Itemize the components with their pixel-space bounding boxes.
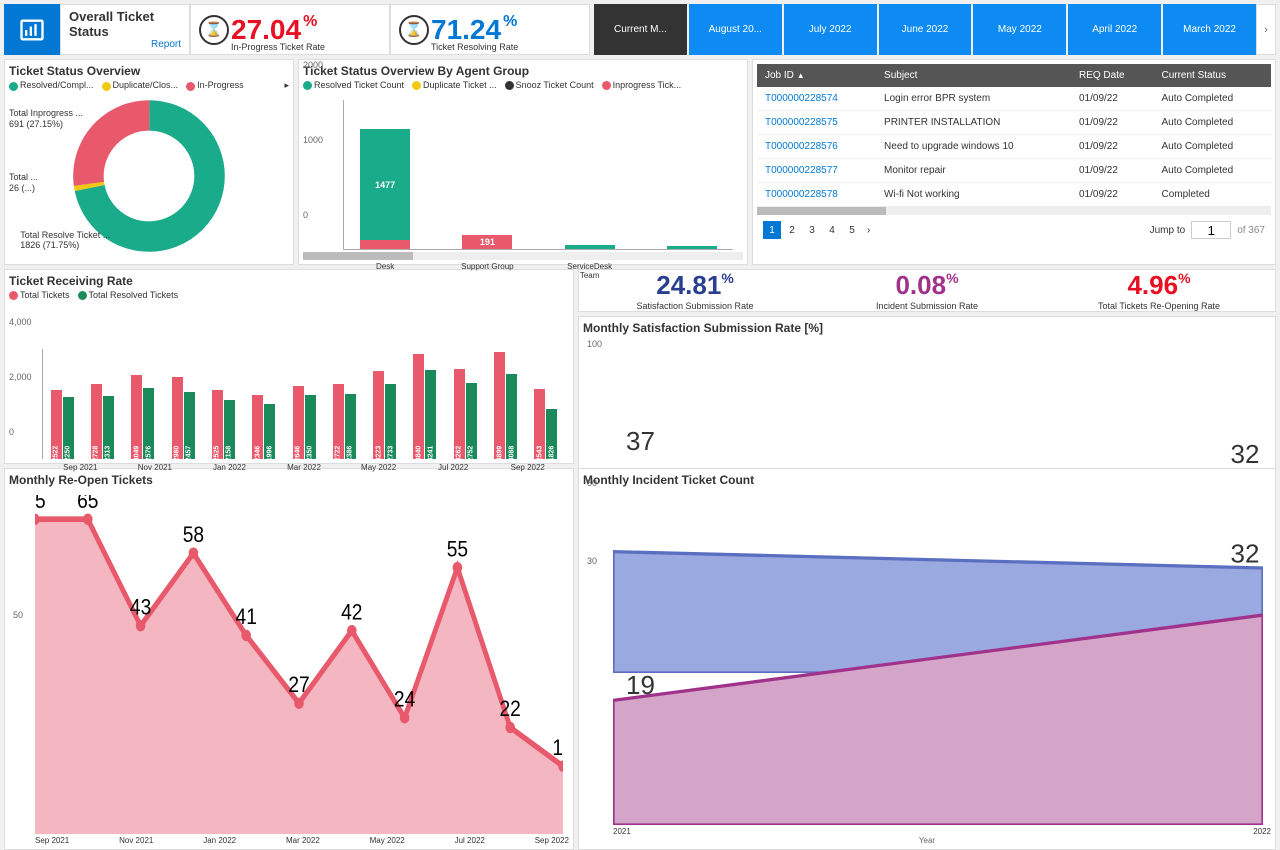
kpi-incident: 0.08% Incident Submission Rate [811,270,1043,311]
receive-legend: Total TicketsTotal Resolved Tickets [9,290,569,300]
table-row[interactable]: T000000228578Wi-fi Not working01/09/22Co… [757,183,1271,207]
kpi-resolving: ⌛ 71.24 % Ticket Resolving Rate [390,4,590,55]
tab-month[interactable]: June 2022 [879,4,972,55]
tab-month[interactable]: April 2022 [1068,4,1161,55]
table-row[interactable]: T000000228577Monitor repair01/09/22Auto … [757,159,1271,183]
table-header[interactable]: REQ Date [1071,64,1153,87]
month-tabs: Current M...August 20...July 2022June 20… [594,4,1256,55]
overview-legend: Resolved/Compl...Duplicate/Clos...In-Pro… [9,80,289,91]
tab-month[interactable]: August 20... [689,4,782,55]
kpi-resolving-pct: % [503,13,517,31]
table-row[interactable]: T000000228575PRINTER INSTALLATION01/09/2… [757,111,1271,135]
svg-text:32: 32 [1231,439,1260,469]
svg-text:41: 41 [236,605,257,630]
pager-next-icon[interactable]: › [867,225,870,236]
tab-month[interactable]: March 2022 [1163,4,1256,55]
reopen-chart: 50 6565435841274224552214 [9,489,569,834]
svg-text:37: 37 [626,426,655,456]
kpi-satisfaction: 24.81% Satisfaction Submission Rate [579,270,811,311]
tabs-next-icon[interactable]: › [1256,4,1276,55]
agent-title: Ticket Status Overview By Agent Group [303,64,743,78]
svg-text:19: 19 [626,670,655,700]
page-number[interactable]: 4 [823,221,841,239]
incident-chart: 30 19 32 [583,489,1271,825]
donut-chart: Total Inprogress ...691 (27.15%)Total ..… [9,91,289,260]
incident-count-card: Monthly Incident Ticket Count 30 19 32 2… [578,468,1276,850]
tickets-table: Job ID ▲SubjectREQ DateCurrent Status T0… [757,64,1271,207]
kpi-reopening: 4.96% Total Tickets Re-Opening Rate [1043,270,1275,311]
receive-bar-chart: 02,0004,000 Sep 2021Nov 2021Jan 2022Mar … [9,300,569,459]
page-number[interactable]: 5 [843,221,861,239]
page-number[interactable]: 1 [763,221,781,239]
agent-legend: Resolved Ticket CountDuplicate Ticket ..… [303,80,743,90]
kpi-inprogress: ⌛ 27.04 % In-Progress Ticket Rate [190,4,390,55]
pager-total: of 367 [1237,225,1265,236]
kpi-row: 24.81% Satisfaction Submission Rate 0.08… [578,269,1276,312]
satrate-title: Monthly Satisfaction Submission Rate [%] [583,321,1271,335]
agent-bar-chart: 010002000 1477LOITS Service Desk191LOITS… [303,90,743,250]
svg-text:22: 22 [500,697,521,722]
svg-text:24: 24 [394,687,416,712]
receiving-rate-card: Ticket Receiving Rate Total TicketsTotal… [4,269,574,464]
tickets-table-card: Job ID ▲SubjectREQ DateCurrent Status T0… [752,59,1276,265]
chevron-right-icon[interactable]: ▸ [284,80,289,91]
agent-scrollbar[interactable] [303,252,743,260]
title-box: Overall Ticket Status Report [60,4,190,55]
svg-text:32: 32 [1231,539,1260,569]
kpi-resolving-value: 71.24 [431,14,501,46]
table-header[interactable]: Current Status [1153,64,1271,87]
svg-text:65: 65 [77,495,98,513]
ticket-status-overview-card: Ticket Status Overview Resolved/Compl...… [4,59,294,265]
kpi-resolving-label: Ticket Resolving Rate [431,42,518,52]
kpi-inprogress-label: In-Progress Ticket Rate [231,42,325,52]
tab-month[interactable]: May 2022 [973,4,1066,55]
page-title: Overall Ticket Status [69,9,181,39]
page-number[interactable]: 3 [803,221,821,239]
svg-text:58: 58 [183,523,204,548]
table-pager: 12345 › Jump to of 367 [757,215,1271,245]
svg-text:65: 65 [35,495,46,513]
page-number[interactable]: 2 [783,221,801,239]
kpi-inprogress-pct: % [303,13,317,31]
reopen-title: Monthly Re-Open Tickets [9,473,569,487]
svg-text:27: 27 [288,673,309,698]
jump-label: Jump to [1150,225,1186,236]
agent-group-card: Ticket Status Overview By Agent Group Re… [298,59,748,265]
report-link[interactable]: Report [69,39,181,50]
table-row[interactable]: T000000228574Login error BPR system01/09… [757,87,1271,111]
svg-text:43: 43 [130,595,151,620]
header: Overall Ticket Status Report ⌛ 27.04 % I… [4,4,1276,55]
svg-text:42: 42 [341,600,362,625]
hourglass-icon: ⌛ [399,15,429,45]
overview-title: Ticket Status Overview [9,64,289,78]
table-h-scrollbar[interactable] [757,207,1271,215]
tab-month[interactable]: July 2022 [784,4,877,55]
logo-icon [4,4,60,55]
table-scroll[interactable]: Job ID ▲SubjectREQ DateCurrent Status T0… [757,64,1271,207]
hourglass-icon: ⌛ [199,15,229,45]
table-header[interactable]: Subject [876,64,1071,87]
jump-input[interactable] [1191,221,1231,239]
svg-text:55: 55 [447,537,468,562]
kpi-inprogress-value: 27.04 [231,14,301,46]
tab-month[interactable]: Current M... [594,4,687,55]
table-header[interactable]: Job ID ▲ [757,64,876,87]
table-row[interactable]: T000000228576Need to upgrade windows 100… [757,135,1271,159]
receive-title: Ticket Receiving Rate [9,274,569,288]
reopen-tickets-card: Monthly Re-Open Tickets 50 6565435841274… [4,468,574,850]
svg-text:14: 14 [552,736,563,761]
